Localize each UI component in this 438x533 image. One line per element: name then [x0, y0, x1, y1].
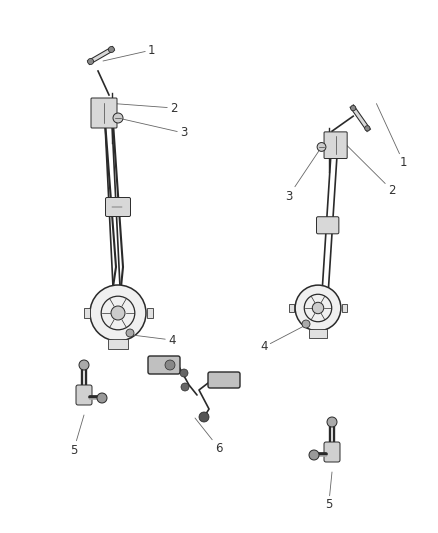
- Circle shape: [126, 329, 134, 337]
- FancyBboxPatch shape: [324, 442, 340, 462]
- Circle shape: [181, 383, 189, 391]
- Circle shape: [327, 417, 337, 427]
- Circle shape: [295, 285, 341, 331]
- FancyBboxPatch shape: [76, 385, 92, 405]
- Circle shape: [97, 393, 107, 403]
- Circle shape: [350, 106, 356, 111]
- Circle shape: [79, 360, 89, 370]
- Text: 1: 1: [103, 44, 155, 61]
- Text: 2: 2: [339, 137, 396, 197]
- Circle shape: [180, 369, 188, 377]
- Text: 3: 3: [118, 118, 187, 140]
- Text: 4: 4: [132, 334, 176, 346]
- Circle shape: [108, 46, 114, 52]
- FancyBboxPatch shape: [289, 304, 294, 312]
- Text: 1: 1: [376, 103, 407, 169]
- FancyBboxPatch shape: [317, 217, 339, 234]
- Circle shape: [88, 59, 94, 64]
- Text: 6: 6: [195, 418, 223, 455]
- FancyBboxPatch shape: [309, 329, 327, 338]
- Circle shape: [309, 450, 319, 460]
- FancyBboxPatch shape: [148, 356, 180, 374]
- Text: 4: 4: [260, 326, 304, 353]
- FancyBboxPatch shape: [147, 308, 153, 318]
- Circle shape: [113, 113, 123, 123]
- FancyBboxPatch shape: [84, 308, 90, 318]
- Circle shape: [317, 142, 326, 151]
- Text: 3: 3: [285, 147, 321, 203]
- FancyBboxPatch shape: [108, 339, 128, 349]
- Text: 5: 5: [70, 415, 84, 456]
- Circle shape: [365, 126, 370, 131]
- Text: 2: 2: [106, 101, 177, 115]
- FancyBboxPatch shape: [208, 372, 240, 388]
- FancyBboxPatch shape: [324, 132, 347, 158]
- Circle shape: [312, 302, 324, 314]
- FancyBboxPatch shape: [106, 198, 131, 216]
- Circle shape: [302, 320, 310, 328]
- Circle shape: [111, 306, 125, 320]
- FancyBboxPatch shape: [342, 304, 347, 312]
- Circle shape: [165, 360, 175, 370]
- Circle shape: [90, 285, 146, 341]
- Text: 5: 5: [325, 472, 332, 512]
- FancyBboxPatch shape: [91, 98, 117, 128]
- Circle shape: [199, 412, 209, 422]
